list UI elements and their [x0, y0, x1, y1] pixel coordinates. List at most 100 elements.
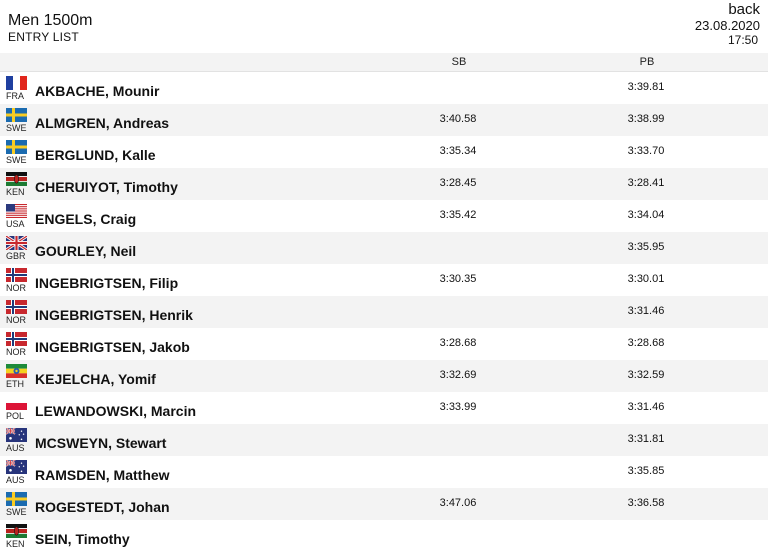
athlete-name[interactable]: KEJELCHA, Yomif — [35, 371, 156, 387]
country-flag: GBR — [6, 236, 28, 262]
table-row: NOR INGEBRIGTSEN, Henrik 3:31.46 — [0, 296, 768, 328]
poland-flag-icon — [6, 396, 27, 410]
norway-flag-icon — [6, 268, 27, 282]
table-row: NOR INGEBRIGTSEN, Filip 3:30.35 3:30.01 — [0, 264, 768, 296]
season-best: 3:32.69 — [439, 369, 477, 381]
table-row: AUS MCSWEYN, Stewart 3:31.81 — [0, 424, 768, 456]
table-row: KEN SEIN, Timothy — [0, 520, 768, 552]
column-header-pb: PB — [639, 56, 655, 68]
personal-best: 3:33.70 — [627, 145, 665, 157]
event-date: 23.08.2020 — [694, 18, 760, 33]
season-best: 3:35.42 — [439, 209, 477, 221]
ethiopia-flag-icon — [6, 364, 27, 378]
season-best: 3:30.35 — [439, 273, 477, 285]
usa-flag-icon — [6, 204, 27, 218]
table-row: GBR GOURLEY, Neil 3:35.95 — [0, 232, 768, 264]
country-flag: AUS — [6, 428, 28, 454]
personal-best: 3:28.41 — [627, 177, 665, 189]
page-title: Men 1500m — [8, 12, 93, 29]
table-row: FRA AKBACHE, Mounir 3:39.81 — [0, 72, 768, 104]
event-time: 17:50 — [727, 33, 758, 47]
sweden-flag-icon — [6, 492, 27, 506]
country-code: GBR — [6, 251, 26, 261]
country-code: NOR — [6, 283, 26, 293]
australia-flag-icon — [6, 460, 27, 474]
athlete-name[interactable]: SEIN, Timothy — [35, 531, 130, 547]
country-code: KEN — [6, 539, 25, 549]
page-subtitle: ENTRY LIST — [8, 30, 79, 44]
personal-best: 3:31.46 — [627, 401, 665, 413]
table-row: USA ENGELS, Craig 3:35.42 3:34.04 — [0, 200, 768, 232]
norway-flag-icon — [6, 300, 27, 314]
table-row: AUS RAMSDEN, Matthew 3:35.85 — [0, 456, 768, 488]
country-code: FRA — [6, 91, 24, 101]
athlete-name[interactable]: AKBACHE, Mounir — [35, 83, 160, 99]
entry-list-table: SB PB FRA AKBACHE, Mounir 3:39.81 SWE ALMGRE… — [0, 53, 768, 552]
uk-flag-icon — [6, 236, 27, 250]
country-flag: ETH — [6, 364, 28, 390]
country-flag: SWE — [6, 492, 28, 518]
athlete-name[interactable]: GOURLEY, Neil — [35, 243, 137, 259]
personal-best: 3:32.59 — [627, 369, 665, 381]
personal-best: 3:36.58 — [627, 497, 665, 509]
country-code: POL — [6, 411, 25, 421]
personal-best: 3:34.04 — [627, 209, 665, 221]
column-header-sb: SB — [451, 56, 467, 68]
table-body: FRA AKBACHE, Mounir 3:39.81 SWE ALMGREN, And… — [0, 72, 768, 552]
personal-best: 3:35.95 — [627, 241, 665, 253]
personal-best: 3:30.01 — [627, 273, 665, 285]
country-code: NOR — [6, 315, 26, 325]
table-row: ETH KEJELCHA, Yomif 3:32.69 3:32.59 — [0, 360, 768, 392]
athlete-name[interactable]: RAMSDEN, Matthew — [35, 467, 170, 483]
table-header: SB PB — [0, 53, 768, 72]
country-code: ETH — [6, 379, 24, 389]
back-link[interactable]: back — [728, 1, 760, 18]
country-flag: FRA — [6, 76, 28, 102]
athlete-name[interactable]: MCSWEYN, Stewart — [35, 435, 167, 451]
kenya-flag-icon — [6, 172, 27, 186]
table-row: SWE ROGESTEDT, Johan 3:47.06 3:36.58 — [0, 488, 768, 520]
country-code: SWE — [6, 155, 27, 165]
table-row: SWE BERGLUND, Kalle 3:35.34 3:33.70 — [0, 136, 768, 168]
personal-best: 3:38.99 — [627, 113, 665, 125]
athlete-name[interactable]: INGEBRIGTSEN, Jakob — [35, 339, 190, 355]
season-best: 3:33.99 — [439, 401, 477, 413]
country-code: SWE — [6, 123, 27, 133]
season-best: 3:35.34 — [439, 145, 477, 157]
sweden-flag-icon — [6, 140, 27, 154]
country-flag: KEN — [6, 172, 28, 198]
australia-flag-icon — [6, 428, 27, 442]
athlete-name[interactable]: LEWANDOWSKI, Marcin — [35, 403, 197, 419]
personal-best: 3:35.85 — [627, 465, 665, 477]
athlete-name[interactable]: INGEBRIGTSEN, Henrik — [35, 307, 193, 323]
kenya-flag-icon — [6, 524, 27, 538]
france-flag-icon — [6, 76, 27, 90]
athlete-name[interactable]: ALMGREN, Andreas — [35, 115, 170, 131]
country-flag: USA — [6, 204, 28, 230]
table-row: SWE ALMGREN, Andreas 3:40.58 3:38.99 — [0, 104, 768, 136]
country-code: AUS — [6, 443, 25, 453]
table-row: KEN CHERUIYOT, Timothy 3:28.45 3:28.41 — [0, 168, 768, 200]
country-flag: NOR — [6, 332, 28, 358]
country-code: USA — [6, 219, 25, 229]
country-flag: KEN — [6, 524, 28, 550]
personal-best: 3:31.81 — [627, 433, 665, 445]
country-flag: SWE — [6, 140, 28, 166]
athlete-name[interactable]: ROGESTEDT, Johan — [35, 499, 170, 515]
athlete-name[interactable]: BERGLUND, Kalle — [35, 147, 156, 163]
athlete-name[interactable]: ENGELS, Craig — [35, 211, 137, 227]
norway-flag-icon — [6, 332, 27, 346]
country-code: AUS — [6, 475, 25, 485]
country-flag: NOR — [6, 300, 28, 326]
season-best: 3:28.68 — [439, 337, 477, 349]
athlete-name[interactable]: CHERUIYOT, Timothy — [35, 179, 178, 195]
country-code: NOR — [6, 347, 26, 357]
season-best: 3:28.45 — [439, 177, 477, 189]
country-code: SWE — [6, 507, 27, 517]
country-flag: SWE — [6, 108, 28, 134]
athlete-name[interactable]: INGEBRIGTSEN, Filip — [35, 275, 179, 291]
table-row: POL LEWANDOWSKI, Marcin 3:33.99 3:31.46 — [0, 392, 768, 424]
season-best: 3:40.58 — [439, 113, 477, 125]
table-row: NOR INGEBRIGTSEN, Jakob 3:28.68 3:28.68 — [0, 328, 768, 360]
personal-best: 3:28.68 — [627, 337, 665, 349]
